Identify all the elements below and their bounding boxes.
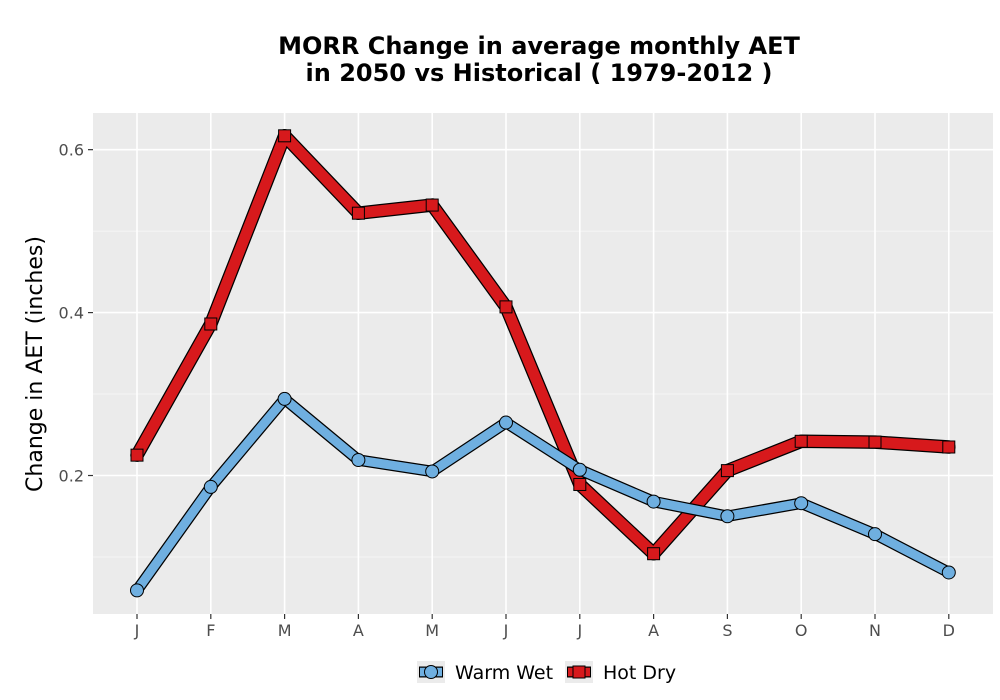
hot-dry-point — [794, 434, 808, 448]
x-tick-label: N — [869, 621, 881, 640]
warm-wet-point — [572, 462, 587, 477]
warm-wet-point — [646, 494, 661, 509]
hot-dry-point — [868, 435, 882, 449]
series-lines — [130, 129, 956, 597]
x-tick-label: M — [425, 621, 439, 640]
x-tick-label: O — [795, 621, 808, 640]
y-tick-label: 0.2 — [59, 467, 84, 486]
y-tick-label: 0.6 — [59, 141, 84, 160]
x-tick-label: F — [206, 621, 215, 640]
y-axis-label: Change in AET (inches) — [23, 236, 48, 492]
hot-dry-point — [573, 477, 587, 491]
chart-subtitle: in 2050 vs Historical ( 1979-2012 ) — [306, 59, 773, 87]
hot-dry-point — [204, 317, 218, 331]
hot-dry-point — [647, 547, 661, 561]
series-line — [132, 394, 954, 595]
x-tick-label: J — [503, 621, 509, 640]
hot-dry-point — [425, 198, 439, 212]
x-tick-label: A — [353, 621, 364, 640]
warm-wet-point — [277, 391, 292, 406]
x-tick-label: S — [722, 621, 732, 640]
hot-dry-point — [499, 300, 513, 314]
legend: Warm Wet Hot Dry — [417, 661, 676, 684]
warm-wet-point — [203, 479, 218, 494]
hot-dry-point — [351, 206, 365, 220]
x-tick-label: J — [576, 621, 582, 640]
legend-label: Warm Wet — [455, 662, 553, 684]
x-tick-label: D — [943, 621, 955, 640]
warm-wet-point — [720, 509, 735, 524]
hot-dry-point — [130, 448, 144, 462]
warm-wet-point — [499, 415, 513, 430]
hot-dry-point — [278, 129, 292, 143]
major-gridlines — [93, 113, 993, 614]
warm-wet-point — [941, 565, 956, 580]
y-axis: 0.2 0.4 0.6 — [59, 141, 93, 486]
x-tick-label: M — [278, 621, 292, 640]
x-tick-label: A — [648, 621, 659, 640]
legend-key-marker — [572, 665, 586, 679]
chart-title: MORR Change in average monthly AET — [278, 32, 800, 60]
warm-wet-point — [868, 527, 882, 542]
series-line — [131, 130, 955, 560]
hot-dry-point — [720, 464, 734, 478]
warm-wet-point — [351, 453, 366, 468]
warm-wet-point — [130, 583, 144, 598]
legend-label: Hot Dry — [603, 662, 676, 684]
warm-wet-point — [794, 496, 809, 511]
series-markers — [130, 129, 956, 598]
y-tick-label: 0.4 — [59, 304, 84, 323]
plot-panel — [93, 113, 993, 614]
warm-wet-point — [425, 464, 440, 479]
legend-key-marker — [424, 665, 438, 679]
x-tick-label: J — [134, 621, 140, 640]
hot-dry-point — [942, 440, 956, 454]
